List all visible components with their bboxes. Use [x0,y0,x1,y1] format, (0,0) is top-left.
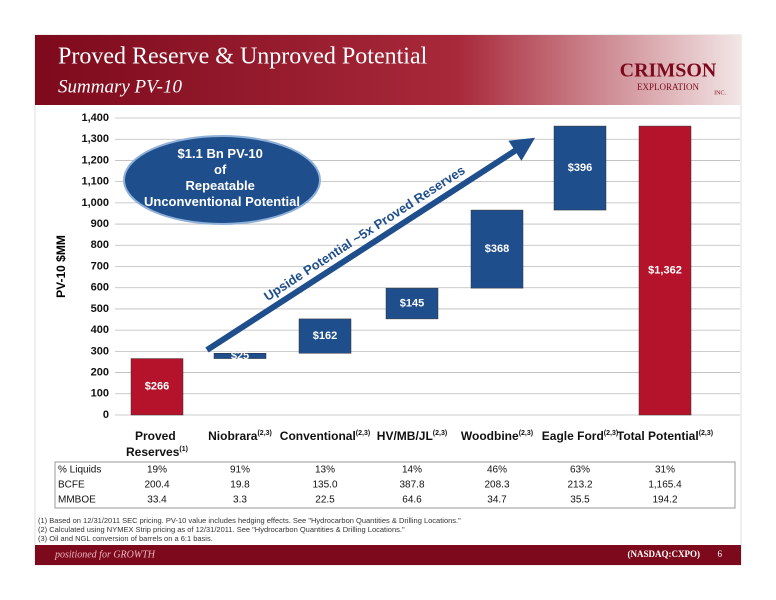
category-note: (1) [179,446,188,453]
header-band [35,35,741,105]
table-cell: 35.5 [570,495,590,506]
table-cell: 22.5 [315,495,335,506]
x-tick-label: Proved Reserves(1) [126,429,188,459]
table-cell: 194.2 [652,495,677,506]
logo: CRIMSON [620,60,717,82]
y-tick-label: 300 [91,345,109,357]
bar [553,125,607,211]
x-tick-label: Conventional(2,3) [280,429,370,443]
category-name: Woodbine [461,429,519,443]
table-cell: 63% [570,465,590,476]
bar [298,318,352,354]
footnote: (2) Calculated using NYMEX Strip pricing… [38,525,405,534]
tagline: positioned for GROWTH [54,549,156,560]
category-name: Total Potential [617,429,699,443]
table-cell: 91% [230,465,250,476]
category-note: (2,3) [604,430,618,437]
x-tick-label: Woodbine(2,3) [461,429,533,443]
y-tick-label: 1,300 [81,133,109,145]
value-label: $162 [313,330,337,342]
x-tick-label: HV/MB/JL(2,3) [377,429,447,443]
table-cell: 46% [487,465,507,476]
y-tick-label: 1,000 [81,197,109,209]
table-cell: 34.7 [487,495,507,506]
y-tick-label: 700 [91,260,109,272]
x-tick-label: Eagle Ford(2,3) [542,429,618,443]
y-tick-label: 900 [91,218,109,230]
value-label: $266 [145,381,169,393]
table-cell: 19.8 [230,480,250,491]
category-name: HV/MB/JL [377,429,433,443]
category-note: (2,3) [433,430,447,437]
table-cell: 13% [315,465,335,476]
table-cell: 200.4 [144,480,169,491]
value-label: $145 [400,297,424,309]
table-cell: BCFE [58,480,85,491]
footer-band [35,545,741,565]
category-name: Conventional [280,429,356,443]
table-cell: 3.3 [233,495,247,506]
category-note: (2,3) [356,430,370,437]
table-cell: 19% [147,465,167,476]
y-tick-label: 1,100 [81,176,109,188]
table-bg [54,461,736,509]
table-cell: 31% [655,465,675,476]
bar [385,287,439,320]
category-name: Niobrara [208,429,258,443]
subtitle: Summary PV-10 [58,76,183,97]
value-label: $1,362 [648,264,682,276]
x-tick-label: Total Potential(2,3) [617,429,713,443]
bar [638,125,692,416]
y-tick-label: 1,200 [81,154,109,166]
y-axis-label: PV-10 $MM [54,235,68,298]
y-tick-label: 100 [91,388,109,400]
y-tick-label: 600 [91,282,109,294]
category-note: (2,3) [257,430,271,437]
table-cell: % Liquids [58,465,101,476]
table-cell: 1,165.4 [648,480,682,491]
y-tick-label: 800 [91,239,109,251]
trend-arrow [205,137,536,353]
bar [470,209,524,289]
callout-ellipse [123,135,321,225]
logo-sub: EXPLORATION [637,82,699,92]
category-name: Eagle Ford [542,429,604,443]
logo-inc: INC. [714,90,726,96]
y-tick-label: 0 [103,409,109,421]
y-tick-label: 200 [91,366,109,378]
table-cell: MMBOE [58,495,96,506]
callout-text: $1.1 Bn PV-10 of Repeatable Unconvention… [144,146,300,209]
value-label: $396 [568,162,592,174]
category-note: (2,3) [519,430,533,437]
table-cell: 387.8 [399,480,424,491]
page-number: 6 [718,549,723,559]
table-cell: 213.2 [567,480,592,491]
category-note: (2,3) [699,430,713,437]
x-tick-label: Niobrara(2,3) [208,429,272,443]
footnote: (3) Oil and NGL conversion of barrels on… [38,534,213,543]
table-cell: 135.0 [312,480,337,491]
y-tick-label: 1,400 [81,112,109,124]
category-name: Proved [135,429,179,443]
value-label: $25 [231,350,249,362]
title: Proved Reserve & Unproved Potential [58,44,428,70]
table-cell: 33.4 [147,495,167,506]
y-tick-label: 400 [91,324,109,336]
ticker: (NASDAQ:CXPO) [628,549,701,559]
y-tick-label: 500 [91,303,109,315]
value-label: $368 [485,243,509,255]
bar [130,358,184,416]
table-cell: 64.6 [402,495,422,506]
table-cell: 208.3 [484,480,509,491]
table-cell: 14% [402,465,422,476]
footnote: (1) Based on 12/31/2011 SEC pricing. PV-… [38,516,461,525]
data-table: % Liquids 19% 91% 13% 14% 46% 63% 31% BCFE 200.4 1… [54,461,736,509]
bar [213,353,267,359]
